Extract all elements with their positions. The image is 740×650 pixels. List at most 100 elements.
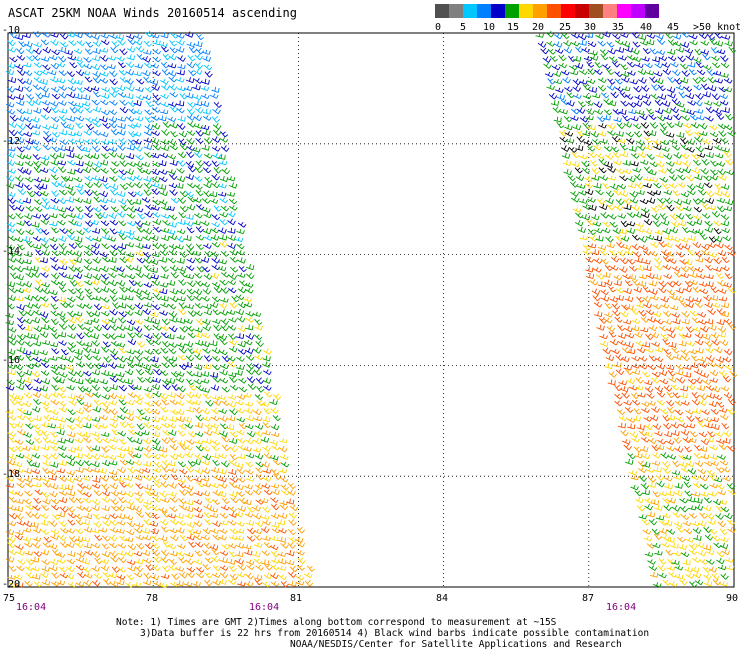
- wind-barb: [99, 176, 108, 183]
- wind-barb: [682, 332, 692, 338]
- wind-barb: [603, 317, 613, 324]
- wind-barb: [588, 86, 597, 93]
- wind-barb: [680, 272, 690, 279]
- wind-barb: [167, 169, 177, 175]
- wind-barb: [636, 424, 645, 431]
- wind-barb: [33, 62, 43, 68]
- wind-barb: [603, 109, 613, 116]
- wind-barb: [718, 407, 728, 413]
- wind-barb: [608, 56, 618, 63]
- wind-barb: [255, 467, 264, 474]
- wind-barb: [648, 170, 657, 176]
- wind-barb: [137, 376, 146, 383]
- wind-barb: [680, 265, 690, 273]
- wind-barb: [152, 564, 161, 572]
- wind-barb: [134, 236, 143, 242]
- wind-barb: [85, 117, 94, 123]
- wind-barb: [166, 229, 176, 235]
- wind-barb: [99, 423, 108, 429]
- wind-barb: [116, 211, 126, 218]
- wind-barb: [705, 385, 715, 391]
- wind-barb: [194, 78, 203, 84]
- wind-barb: [633, 100, 643, 107]
- wind-barb: [92, 121, 102, 128]
- wind-barb: [52, 549, 61, 556]
- wind-barb: [183, 416, 193, 423]
- wind-barb: [711, 93, 721, 101]
- wind-barb: [110, 265, 119, 272]
- wind-barb: [723, 206, 733, 212]
- wind-barb: [726, 482, 736, 490]
- wind-barb: [680, 237, 689, 243]
- wind-barb: [126, 422, 135, 429]
- wind-barb: [271, 444, 280, 451]
- wind-barb: [84, 76, 93, 83]
- wind-barb: [95, 212, 104, 220]
- wind-barb: [662, 513, 671, 519]
- wind-barb: [124, 537, 134, 543]
- wind-barb: [212, 107, 221, 115]
- wind-barb: [118, 311, 127, 318]
- wind-barb: [228, 338, 238, 346]
- wind-barb: [201, 197, 211, 204]
- wind-barb: [593, 182, 602, 189]
- wind-barb: [295, 580, 305, 586]
- wind-barb: [722, 235, 732, 242]
- wind-barb: [211, 221, 221, 228]
- wind-barb: [260, 401, 270, 407]
- wind-barb: [638, 34, 647, 41]
- wind-barb: [643, 182, 652, 189]
- wind-barb: [127, 123, 137, 129]
- wind-barb: [143, 474, 153, 482]
- wind-barb: [612, 33, 621, 40]
- wind-barb: [6, 244, 15, 251]
- wind-barb: [153, 293, 162, 301]
- wind-barb: [161, 510, 171, 518]
- wind-barb: [693, 206, 703, 213]
- wind-barb: [64, 184, 74, 190]
- wind-barb: [56, 152, 65, 159]
- wind-barb: [149, 267, 158, 273]
- wind-barb: [724, 158, 734, 166]
- wind-barb: [39, 385, 48, 392]
- wind-barb: [151, 454, 161, 460]
- wind-barb: [171, 573, 180, 580]
- wind-barb: [201, 467, 211, 475]
- wind-barb: [23, 62, 32, 68]
- wind-barb: [76, 398, 85, 405]
- wind-barb: [185, 354, 195, 362]
- wind-barb: [7, 294, 16, 302]
- wind-barb: [587, 197, 596, 203]
- wind-barb: [624, 295, 634, 302]
- wind-barb: [691, 557, 701, 563]
- wind-barb: [23, 318, 33, 325]
- wind-barb: [687, 183, 696, 191]
- wind-barb: [722, 476, 732, 482]
- wind-barb: [100, 369, 110, 377]
- wind-barb: [682, 520, 692, 527]
- wind-barb: [264, 563, 273, 571]
- wind-barb: [25, 205, 35, 212]
- wind-barb: [141, 415, 151, 421]
- wind-barb: [685, 213, 694, 220]
- wind-barb: [687, 235, 696, 241]
- wind-barb: [647, 316, 656, 323]
- wind-barb: [41, 282, 50, 288]
- wind-barb: [107, 236, 116, 242]
- wind-barb: [722, 356, 732, 363]
- wind-barb: [73, 272, 83, 279]
- wind-barb: [125, 409, 134, 416]
- wind-barb: [599, 249, 608, 256]
- wind-barb: [83, 341, 93, 347]
- wind-barb: [245, 468, 254, 475]
- wind-barb: [194, 257, 203, 264]
- wind-barb: [169, 47, 178, 54]
- wind-barb: [633, 408, 642, 415]
- wind-barb: [150, 137, 160, 145]
- wind-barb: [721, 107, 730, 113]
- wind-barb: [134, 63, 143, 69]
- wind-barb: [84, 138, 93, 145]
- wind-barb: [202, 167, 212, 174]
- wind-barb: [644, 551, 654, 557]
- wind-barb: [269, 439, 279, 445]
